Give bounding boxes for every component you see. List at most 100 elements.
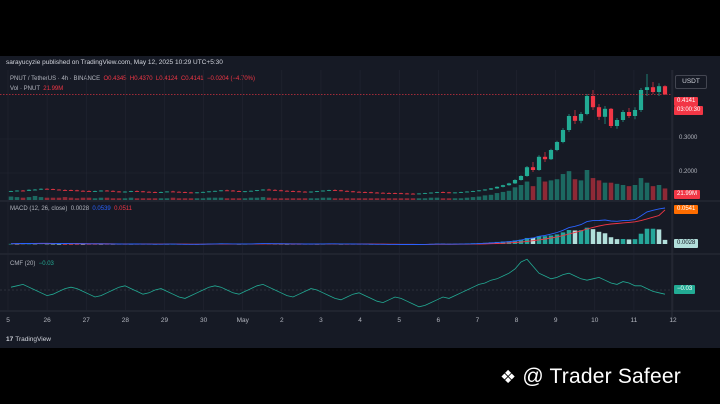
volume-bar (194, 198, 200, 200)
volume-bar (104, 197, 110, 200)
volume-bar (134, 198, 140, 200)
volume-bar (662, 188, 668, 200)
volume-bar (92, 198, 98, 200)
macd-histogram-bar (98, 244, 104, 245)
volume-bar (296, 198, 302, 200)
candle-body (164, 191, 170, 193)
volume-bar (290, 198, 296, 200)
candle-body (188, 192, 194, 194)
candle-body (266, 189, 272, 191)
candle-body (416, 193, 422, 195)
ohlc-open: O0.4345 (103, 76, 127, 82)
volume-bar (260, 197, 266, 200)
volume-bar (638, 178, 644, 200)
last-price-tag: 0.4141 (674, 97, 699, 106)
candle-body (632, 110, 638, 116)
candle-body (626, 112, 632, 116)
volume-bar (500, 191, 506, 200)
volume-bar (242, 198, 248, 200)
time-axis-label: 5 (6, 317, 10, 324)
volume-bar (332, 198, 338, 200)
volume-bar (560, 174, 566, 200)
time-axis-label: 2 (280, 317, 284, 324)
candle-body (92, 191, 98, 192)
candle-body (68, 190, 74, 191)
candle-body (620, 112, 626, 120)
candle-body (548, 150, 554, 160)
candle-body (434, 192, 440, 193)
candle-body (56, 189, 62, 191)
volume-bar (464, 197, 470, 200)
macd-histogram-bar (542, 236, 548, 244)
volume-bar (350, 198, 356, 200)
volume-bar (422, 198, 428, 200)
volume-bar (44, 197, 50, 200)
time-axis-label: 30 (200, 317, 208, 324)
candle-body (662, 86, 668, 95)
volume-bar (200, 198, 206, 200)
candle-body (236, 191, 242, 192)
volume-bar (476, 196, 482, 200)
volume-bar (320, 197, 326, 200)
time-axis-label: 12 (669, 317, 677, 324)
candle-body (314, 191, 320, 192)
candle-body (110, 190, 116, 192)
volume-bar (272, 198, 278, 200)
volume-bar (386, 198, 392, 200)
volume-bar (596, 180, 602, 200)
candle-body (512, 180, 518, 184)
candle-body (644, 87, 650, 90)
watermark: ❖ @ Trader Safeer (500, 365, 681, 389)
ohlc-close: C0.4141 (180, 76, 204, 82)
volume-bar (38, 197, 44, 200)
volume-bar (542, 181, 548, 200)
volume-bar (404, 198, 410, 200)
time-axis-label: 6 (437, 317, 441, 324)
macd-histogram-bar (602, 233, 608, 244)
volume-bar (554, 179, 560, 200)
candle-body (290, 191, 296, 192)
volume-bar (446, 198, 452, 200)
macd-histogram-bar (656, 229, 662, 244)
currency-button[interactable]: USDT (675, 75, 707, 89)
volume-bar (326, 197, 332, 200)
candle-body (350, 191, 356, 193)
symbol-header: PNUT / TetherUS · 4h · BINANCE O0.4345 H… (10, 76, 255, 82)
candle-body (284, 190, 290, 192)
candle-body (302, 191, 308, 193)
volume-bar (356, 198, 362, 200)
candle-body (152, 192, 158, 193)
candle-body (20, 190, 26, 192)
volume-bar (308, 198, 314, 200)
volume-header: Vol · PNUT 21.99M (10, 86, 63, 92)
macd-histogram-bar (596, 231, 602, 244)
volume-label[interactable]: Vol · PNUT (10, 86, 40, 92)
macd-line (10, 207, 666, 245)
volume-bar (632, 185, 638, 200)
candle-body (224, 190, 230, 192)
macd-histogram-bar (500, 241, 506, 244)
volume-bar (26, 197, 32, 200)
volume-bar (8, 196, 14, 200)
volume-bar (80, 197, 86, 200)
candle-body (242, 191, 248, 193)
time-axis-label: 9 (554, 317, 558, 324)
volume-bar (140, 198, 146, 200)
symbol-name[interactable]: PNUT / TetherUS · 4h · BINANCE (10, 76, 101, 82)
time-axis-label: 11 (631, 317, 638, 324)
macd-label[interactable]: MACD (12, 26, close) (10, 206, 68, 212)
cmf-label[interactable]: CMF (20) (10, 261, 36, 267)
candle-body (296, 191, 302, 193)
candle-body (26, 189, 32, 191)
candle-body (278, 190, 284, 192)
chart-frame: sarayucyzie published on TradingView.com… (0, 56, 720, 348)
candle-body (230, 190, 236, 192)
candle-body (608, 108, 614, 126)
candle-body (140, 191, 146, 193)
ohlc-high: H0.4370 (129, 76, 153, 82)
tradingview-logo-icon: 17 (6, 336, 14, 343)
tradingview-brand[interactable]: 17 TradingView (6, 336, 51, 343)
chart-canvas[interactable]: 5 26 27 28 29 30 May 2 3 4 5 6 7 8 9 10 11 12 (0, 56, 720, 348)
volume-bar (608, 182, 614, 200)
candle-body (356, 191, 362, 193)
